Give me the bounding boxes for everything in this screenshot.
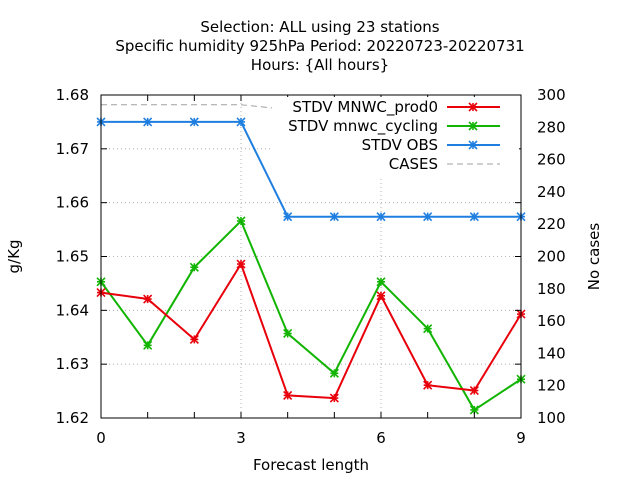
- data-point: [236, 259, 246, 269]
- y2-tick-label: 260: [537, 151, 566, 169]
- data-point: [236, 216, 246, 226]
- y-tick-label: 1.67: [56, 140, 89, 158]
- x-tick-label: 9: [516, 429, 526, 447]
- x-axis-title: Forecast length: [253, 456, 369, 474]
- y2-tick-label: 120: [537, 377, 566, 395]
- y2-tick-label: 200: [537, 248, 566, 266]
- y2-tick-label: 180: [537, 280, 566, 298]
- data-point: [143, 294, 153, 304]
- series-line-stdv-mnwc-cycling: [100, 219, 522, 412]
- series-line-stdv-obs: [101, 120, 521, 218]
- y-tick-label: 1.66: [56, 194, 89, 212]
- data-point: [329, 212, 339, 222]
- y-tick-label: 1.68: [56, 86, 89, 104]
- data-point: [189, 117, 199, 127]
- y2-axis-title: No cases: [585, 223, 603, 291]
- legend-label: STDV OBS: [362, 136, 438, 154]
- data-point: [376, 277, 386, 287]
- data-point: [423, 324, 433, 334]
- chart-title-line: Selection: ALL using 23 stations: [200, 18, 439, 36]
- data-point: [469, 385, 479, 396]
- series-line-stdv-mnwc-prod0: [100, 261, 522, 400]
- y-tick-label: 1.64: [56, 301, 89, 319]
- data-point: [283, 328, 293, 339]
- data-point: [468, 102, 478, 112]
- data-point: [236, 117, 246, 127]
- x-tick-label: 6: [376, 429, 386, 447]
- data-point: [469, 212, 479, 222]
- data-point: [468, 121, 478, 131]
- y2-tick-label: 140: [537, 344, 566, 362]
- y2-tick-label: 300: [537, 86, 566, 104]
- data-point: [189, 262, 199, 272]
- y2-tick-label: 240: [537, 183, 566, 201]
- chart-title: Selection: ALL using 23 stationsSpecific…: [115, 18, 524, 74]
- y2-tick-label: 100: [537, 409, 566, 427]
- axis-ticks: 1.62 1.63 1.64 1.65 1.66 1.67 1.68 100 120 140 160…: [56, 86, 566, 447]
- y2-tick-label: 220: [537, 215, 566, 233]
- data-point: [283, 212, 293, 222]
- y-tick-label: 1.63: [56, 355, 89, 373]
- chart-title-line: Hours: {All hours}: [251, 56, 389, 74]
- data-point: [423, 380, 433, 390]
- data-point: [376, 212, 386, 222]
- data-point: [329, 393, 339, 403]
- legend-label: STDV mnwc_cycling: [288, 117, 438, 136]
- data-point: [283, 390, 293, 400]
- chart-title-line: Specific humidity 925hPa Period: 2022072…: [115, 37, 524, 55]
- y-axis-title: g/Kg: [5, 240, 23, 274]
- y2-tick-label: 160: [537, 312, 566, 330]
- data-point: [423, 212, 433, 222]
- data-point: [143, 117, 153, 127]
- data-point: [469, 405, 479, 415]
- data-point: [143, 340, 153, 350]
- legend-label: CASES: [389, 155, 438, 173]
- x-tick-label: 3: [236, 429, 246, 447]
- data-point: [189, 334, 199, 344]
- data-point: [468, 140, 478, 150]
- y-tick-label: 1.65: [56, 248, 89, 266]
- y2-tick-label: 280: [537, 118, 566, 136]
- x-tick-label: 0: [96, 429, 106, 447]
- data-point: [376, 291, 386, 301]
- data-point: [329, 368, 339, 378]
- legend-label: STDV MNWC_prod0: [292, 98, 438, 117]
- y-tick-label: 1.62: [56, 409, 89, 427]
